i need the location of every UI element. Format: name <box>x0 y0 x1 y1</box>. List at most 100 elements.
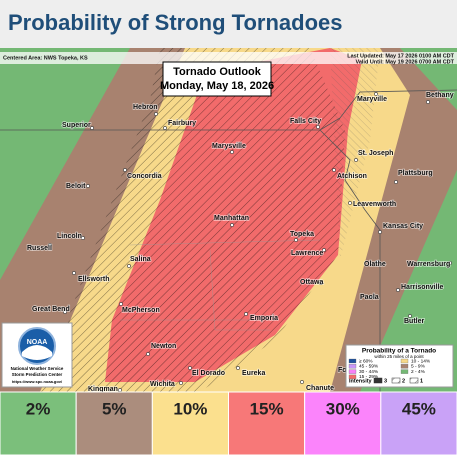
city-label: Kansas City <box>383 223 423 230</box>
city-layer: Hebron Fairbury Superior Falls City Maryvill… <box>26 91 454 394</box>
city-dot <box>146 352 150 356</box>
noaa-gull <box>22 345 52 360</box>
city-dot <box>375 260 379 264</box>
city-dot <box>86 184 90 188</box>
city-label: Butler <box>404 318 425 325</box>
noaa-logo-text: NOAA <box>27 339 48 346</box>
legend-intensity: Intensity <box>349 378 373 384</box>
legend-label: 15 - 29% <box>359 374 379 380</box>
scale-cell <box>304 391 382 456</box>
legend-swatch <box>348 364 357 369</box>
city-label: Beloit <box>66 183 86 190</box>
scale-cell <box>228 391 306 456</box>
city-dot <box>300 380 304 384</box>
valid-until: Valid Until: May 19 2026 0700 AM CDT <box>355 59 454 65</box>
intensity-label: 1 <box>420 378 423 384</box>
city-label: Topeka <box>290 231 314 238</box>
city-label: Fo <box>338 367 347 374</box>
info-bar <box>0 52 457 64</box>
centered-area: Centered Area: NWS Topeka, KS <box>3 55 88 61</box>
scale-label: 30% <box>326 399 360 418</box>
legend-swatch <box>348 358 357 364</box>
city-dot <box>348 201 352 205</box>
city-dot <box>179 381 183 385</box>
last-updated: Last Updated: May 17 2026 0100 AM CDT <box>347 53 454 59</box>
city-dot <box>408 314 412 318</box>
scale-label: 45% <box>402 399 436 418</box>
city-label: Great Bend <box>32 306 70 313</box>
intensity-hatch <box>40 48 345 392</box>
roads <box>120 239 321 331</box>
city-label: Newton <box>151 343 176 350</box>
city-dot <box>118 388 122 392</box>
noaa-box: NOAA National Weather Service Storm Pred… <box>1 322 73 388</box>
city-dot <box>370 295 374 299</box>
city-dot <box>230 150 234 154</box>
city-label: Fairbury <box>168 120 196 127</box>
intensity-swatch <box>373 377 383 384</box>
city-label: Marysville <box>212 143 246 150</box>
city-label: Superior <box>62 122 91 129</box>
city-dot <box>230 223 234 227</box>
legend-label: 45 - 59% <box>359 364 379 370</box>
scale-cell <box>151 391 229 456</box>
city-dot <box>332 168 336 172</box>
noaa-line1: National Weather Service <box>11 366 64 371</box>
city-label: Ellsworth <box>78 276 110 283</box>
city-dot <box>163 126 167 130</box>
city-dot <box>294 238 298 242</box>
city-dot <box>322 248 326 252</box>
city-label: Lincoln <box>57 233 82 240</box>
city-dot <box>90 126 94 130</box>
city-label: Atchison <box>337 173 367 180</box>
outlook-date: Monday, May 18, 2026 <box>160 80 274 92</box>
intensity-swatch <box>409 377 419 384</box>
city-dot <box>236 366 240 370</box>
title: Probability of Strong Tornadoes <box>8 10 343 35</box>
city-label: El Dorado <box>192 370 225 377</box>
city-dot <box>72 271 76 275</box>
city-label: Emporia <box>250 315 278 322</box>
city-label: McPherson <box>122 307 160 314</box>
city-dot <box>426 100 430 104</box>
scale-label: 10% <box>173 399 207 418</box>
city-dot <box>396 288 400 292</box>
border-ks-ne-mo <box>0 129 381 392</box>
city-dot <box>354 158 358 162</box>
city-label: Falls City <box>290 118 321 125</box>
scale-cell <box>75 391 153 456</box>
scale-bar: 2% 5% 10% 15% 30% 45% <box>0 391 457 456</box>
noaa-url: https://www.spc.noaa.gov/ <box>12 379 63 384</box>
city-dot <box>374 92 378 96</box>
city-label: St. Joseph <box>358 150 393 157</box>
city-label: Eureka <box>242 370 265 377</box>
city-dot <box>48 243 52 247</box>
scale-label: 2% <box>26 399 51 418</box>
intensity-label: 2 <box>402 378 405 384</box>
legend-title: Probability of a Tornado <box>362 348 436 355</box>
outlook-title: Tornado Outlook <box>173 66 262 78</box>
city-label: Plattsburg <box>398 170 433 177</box>
legend-label: 2 - 4% <box>411 369 426 375</box>
city-label: Hebron <box>133 104 158 111</box>
legend-subtitle: within 25 miles of a point <box>374 354 424 359</box>
legend-swatch <box>400 369 409 374</box>
legend-label: 10 - 14% <box>411 358 431 364</box>
city-dot <box>154 112 158 116</box>
city-label: Lawrence <box>291 250 323 257</box>
scale-label: 5% <box>102 399 127 418</box>
border-mo-ia <box>319 89 457 131</box>
city-label: Kingman <box>88 386 118 393</box>
city-label: Ottawa <box>300 279 323 286</box>
city-label: Salina <box>130 256 151 263</box>
city-label: Concordia <box>127 173 162 180</box>
legend-swatch <box>400 364 409 369</box>
legend-swatch <box>348 369 357 374</box>
state-borders <box>0 89 457 392</box>
city-dot <box>127 264 131 268</box>
city-label: Russell <box>27 245 52 252</box>
noaa-line2: Storm Prediction Center <box>12 372 63 377</box>
city-label: Bethany <box>426 92 454 99</box>
